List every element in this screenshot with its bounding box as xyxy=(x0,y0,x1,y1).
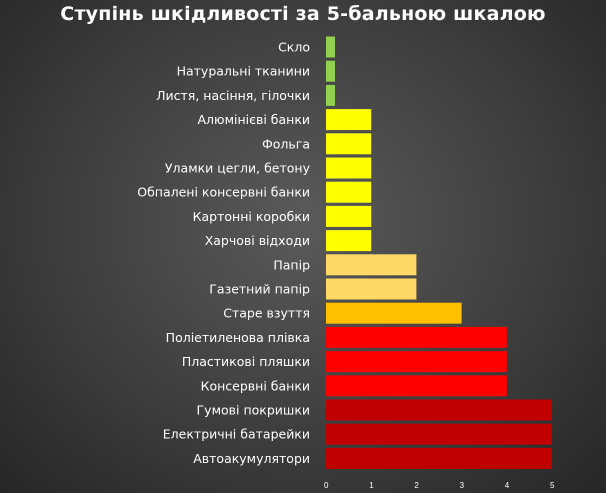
x-tick-label: 1 xyxy=(369,481,374,490)
bar xyxy=(326,302,462,324)
category-label: Поліетиленова плівка xyxy=(166,330,310,345)
bar xyxy=(326,278,417,300)
bar xyxy=(326,157,372,179)
bar xyxy=(326,181,372,203)
bar xyxy=(326,60,335,82)
bar xyxy=(326,375,507,397)
x-tick-label: 0 xyxy=(324,481,329,490)
chart-title: Ступінь шкідливості за 5-бальною шкалою xyxy=(60,3,546,25)
category-label: Натуральні тканини xyxy=(177,64,310,79)
category-label: Картонні коробки xyxy=(193,209,310,224)
category-label: Папір xyxy=(273,257,310,272)
bars-layer xyxy=(326,36,552,469)
category-label: Гумові покришки xyxy=(197,403,310,418)
x-tick-label: 4 xyxy=(505,481,510,490)
bar xyxy=(326,351,507,373)
category-label: Пластикові пляшки xyxy=(182,354,310,369)
bar xyxy=(326,84,335,106)
bar xyxy=(326,133,372,155)
bar xyxy=(326,399,552,421)
x-tick-label: 5 xyxy=(550,481,555,490)
category-label: Автоакумулятори xyxy=(193,451,310,466)
category-label: Уламки цегли, бетону xyxy=(165,161,311,176)
bar xyxy=(326,447,552,469)
bar xyxy=(326,254,417,276)
bar xyxy=(326,326,507,348)
x-axis-ticks: 0 1 2 3 4 5 xyxy=(324,481,555,490)
bar xyxy=(326,423,552,445)
bar xyxy=(326,109,372,131)
x-tick-label: 2 xyxy=(414,481,419,490)
category-label: Обпалені консервні банки xyxy=(137,185,310,200)
category-label: Алюмінієві банки xyxy=(198,112,311,127)
bar xyxy=(326,205,372,227)
category-labels: Скло Натуральні тканини Листя, насіння, гі… xyxy=(137,40,310,466)
category-label: Газетний папір xyxy=(209,282,310,297)
category-label: Листя, насіння, гілочки xyxy=(156,88,310,103)
bar xyxy=(326,230,372,252)
category-label: Консервні банки xyxy=(201,378,310,393)
category-label: Скло xyxy=(278,40,310,55)
bar xyxy=(326,36,335,58)
category-label: Харчові відходи xyxy=(205,233,310,248)
x-tick-label: 3 xyxy=(460,481,465,490)
category-label: Старе взуття xyxy=(223,306,310,321)
category-label: Електричні батарейки xyxy=(163,427,310,442)
category-label: Фольга xyxy=(262,136,310,151)
